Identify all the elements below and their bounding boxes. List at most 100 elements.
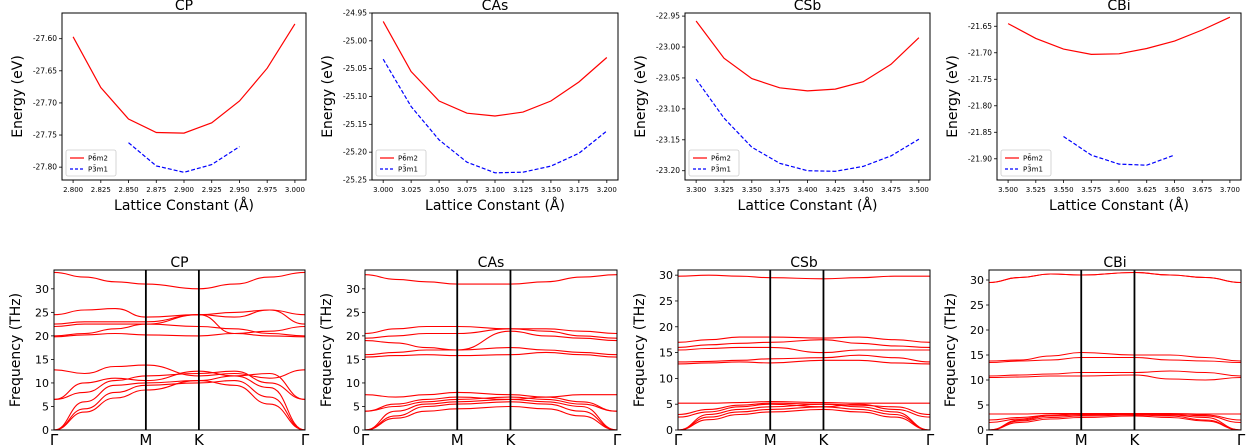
y-tick-label: 30 <box>970 274 984 287</box>
legend: P6̄m2 P3̄m1 <box>1001 150 1051 176</box>
energy-plot-3: CSb 3.300 3.325 3.350 3.375 3.400 3.425 3.450 3.… <box>633 0 930 214</box>
phonon-band-4 <box>678 404 930 417</box>
legend-label-2: P3̄m1 <box>398 164 418 173</box>
phonon-band-9 <box>678 347 930 352</box>
phonon-band-7 <box>365 352 617 357</box>
y-axis-label: Frequency (THz) <box>632 293 648 407</box>
plot-title: CAs <box>478 255 505 271</box>
y-tick-label: -21.70 <box>968 48 992 57</box>
y-tick-label: -25.25 <box>343 176 367 185</box>
y-tick-label: 30 <box>346 283 360 296</box>
x-tick-label: 2.975 <box>257 186 277 194</box>
phonon-band-8 <box>365 348 617 355</box>
y-tick-label: -21.75 <box>968 75 992 84</box>
x-tick-label: 3.425 <box>825 186 845 194</box>
legend: P6̄m2 P3̄m1 <box>376 150 426 176</box>
y-axis-label: Energy (eV) <box>320 55 336 138</box>
legend-label-1: P6̄m2 <box>1023 153 1043 162</box>
x-tick-label: 3.050 <box>429 186 449 194</box>
kpoint-label: M <box>1075 431 1088 446</box>
phonon-band-1 <box>678 409 930 430</box>
phonon-band-11 <box>678 337 930 342</box>
x-axis-label: Lattice Constant (Å) <box>1049 197 1189 214</box>
y-tick-label: 10 <box>970 374 984 387</box>
y-tick-label: 0 <box>353 424 360 437</box>
x-axis-label: Lattice Constant (Å) <box>738 197 878 214</box>
legend: P6̄m2 P3̄m1 <box>689 150 739 176</box>
y-tick-label: -27.60 <box>33 34 57 43</box>
legend-label-1: P6̄m2 <box>88 153 108 162</box>
phonon-plot-4: CBi 0 5 10 15 20 25 30 Γ M K Γ Frequency (THz) <box>943 255 1246 446</box>
x-tick-label: 2.875 <box>146 186 166 194</box>
phonon-band-7 <box>989 375 1241 380</box>
y-tick-label: 0 <box>666 424 673 437</box>
plot-title: CSb <box>794 0 822 14</box>
phonon-plot-1: CP 0 5 10 15 20 25 30 Γ M K Γ Frequency (THz) <box>8 255 310 446</box>
phonon-band-10 <box>54 310 305 324</box>
x-tick-label: 2.925 <box>202 186 222 194</box>
phonon-band-6 <box>678 402 930 404</box>
phonon-band-8 <box>54 324 305 336</box>
y-tick-label: 5 <box>353 400 360 413</box>
x-axis-label: Lattice Constant (Å) <box>114 197 254 214</box>
x-tick-label: 3.075 <box>457 186 477 194</box>
phonon-band-5 <box>54 371 305 399</box>
plot-title: CAs <box>482 0 509 14</box>
x-tick-label: 3.100 <box>485 186 505 194</box>
series-line-1 <box>696 21 919 91</box>
y-axis-label: Energy (eV) <box>945 55 961 138</box>
y-tick-label: 10 <box>346 377 360 390</box>
plot-title: CSb <box>790 255 818 271</box>
x-tick-label: 3.375 <box>770 186 790 194</box>
kpoint-label: Γ <box>50 431 59 446</box>
series-line-1 <box>73 24 295 133</box>
x-tick-label: 3.550 <box>1054 186 1074 194</box>
x-tick-label: 3.300 <box>686 186 706 194</box>
phonon-band-12 <box>989 273 1241 283</box>
y-tick-label: 15 <box>970 349 984 362</box>
y-tick-label: -25.15 <box>343 120 367 129</box>
series-line-2 <box>1064 137 1175 166</box>
y-tick-label: 5 <box>666 398 673 411</box>
y-tick-label: -25.00 <box>343 36 367 45</box>
legend-label-1: P6̄m2 <box>711 153 731 162</box>
energy-plot-1: CP 2.800 2.825 2.850 2.875 2.900 2.925 2.950 2.9… <box>10 0 306 214</box>
phonon-band-4 <box>54 371 305 399</box>
phonon-band-12 <box>678 275 930 279</box>
y-tick-label: 20 <box>35 330 49 343</box>
phonon-band-9 <box>365 331 617 350</box>
x-tick-label: 2.900 <box>174 186 194 194</box>
kpoint-label: M <box>451 431 464 446</box>
x-tick-label: 3.025 <box>401 186 421 194</box>
x-tick-label: 3.600 <box>1109 186 1129 194</box>
x-tick-label: 2.850 <box>119 186 139 194</box>
y-tick-label: 25 <box>970 299 984 312</box>
y-tick-label: 0 <box>42 424 49 437</box>
energy-plot-2: CAs 3.000 3.025 3.050 3.075 3.100 3.125 3.150 3.… <box>320 0 618 214</box>
phonon-band-9 <box>54 315 305 334</box>
kpoint-label: K <box>1130 431 1141 446</box>
plot-frame <box>54 270 305 430</box>
y-tick-label: 25 <box>659 295 673 308</box>
x-tick-label: 3.450 <box>853 186 873 194</box>
phonon-band-12 <box>54 272 305 288</box>
legend-label-1: P6̄m2 <box>398 153 418 162</box>
y-tick-label: -27.80 <box>33 163 57 172</box>
y-tick-label: 20 <box>970 324 984 337</box>
y-tick-label: -27.75 <box>33 131 57 140</box>
y-tick-label: 15 <box>35 353 49 366</box>
kpoint-label: K <box>194 431 205 446</box>
y-tick-label: 5 <box>977 399 984 412</box>
x-tick-label: 3.650 <box>1164 186 1184 194</box>
x-tick-label: 3.000 <box>285 186 305 194</box>
y-tick-label: -25.10 <box>343 92 367 101</box>
phonon-plot-3: CSb051015202530Γ M K ΓFrequency (THz) <box>632 255 935 446</box>
x-tick-label: 3.125 <box>513 186 533 194</box>
plot-title: CBi <box>1103 255 1126 271</box>
x-tick-label: 2.800 <box>63 186 83 194</box>
y-tick-label: 25 <box>346 306 360 319</box>
series-line-2 <box>129 143 240 173</box>
x-tick-label: 3.400 <box>797 186 817 194</box>
x-tick-label: 3.525 <box>1026 186 1046 194</box>
phonon-band-6 <box>989 414 1241 415</box>
